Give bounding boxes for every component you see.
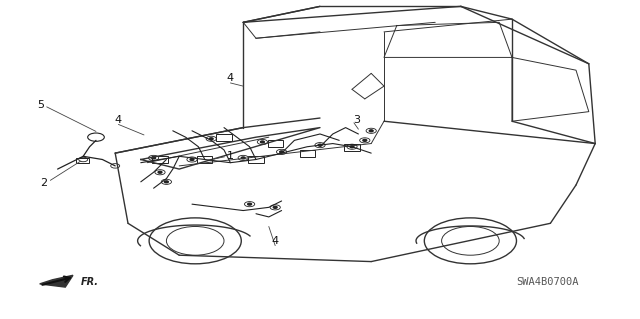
Circle shape	[273, 206, 277, 208]
FancyBboxPatch shape	[268, 140, 283, 147]
Text: FR.: FR.	[81, 277, 99, 287]
Text: 1: 1	[227, 151, 234, 161]
Circle shape	[190, 159, 194, 160]
Circle shape	[209, 138, 213, 140]
Text: 2: 2	[40, 178, 47, 189]
Circle shape	[248, 203, 252, 205]
Circle shape	[152, 157, 156, 159]
FancyBboxPatch shape	[300, 150, 315, 157]
Text: 4: 4	[115, 115, 122, 125]
Text: SWA4B0700A: SWA4B0700A	[516, 277, 579, 287]
Circle shape	[363, 139, 367, 141]
FancyBboxPatch shape	[248, 156, 264, 163]
Circle shape	[164, 181, 168, 183]
FancyBboxPatch shape	[216, 134, 232, 141]
FancyBboxPatch shape	[76, 158, 89, 163]
Text: 4: 4	[227, 73, 234, 83]
Circle shape	[158, 171, 162, 173]
Text: 3: 3	[354, 115, 360, 125]
Circle shape	[318, 144, 322, 146]
Polygon shape	[40, 275, 73, 287]
Text: 5: 5	[37, 100, 44, 110]
Circle shape	[260, 141, 264, 143]
FancyBboxPatch shape	[344, 144, 360, 151]
Text: 4: 4	[271, 236, 279, 246]
Circle shape	[241, 157, 245, 159]
Circle shape	[369, 130, 373, 132]
FancyBboxPatch shape	[197, 156, 212, 163]
FancyBboxPatch shape	[152, 156, 168, 163]
Circle shape	[350, 146, 354, 148]
Circle shape	[280, 151, 284, 153]
